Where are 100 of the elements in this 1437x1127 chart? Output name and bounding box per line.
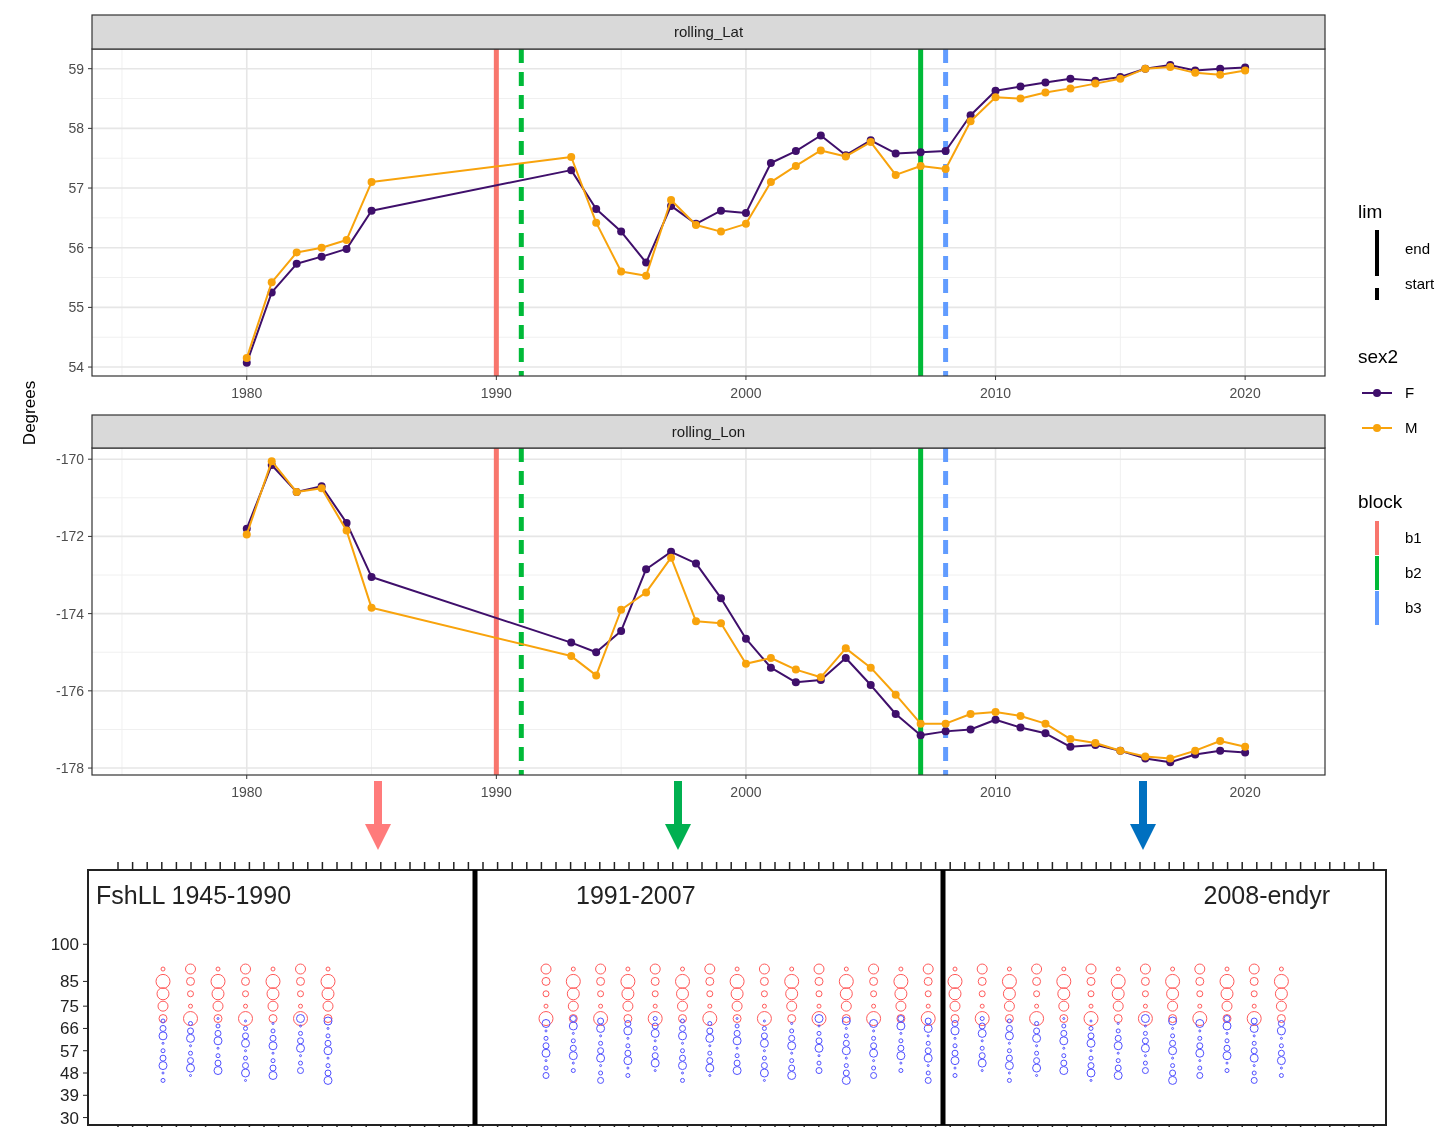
point (342, 518, 351, 527)
point (692, 617, 701, 626)
point (966, 725, 975, 734)
point (891, 710, 900, 718)
y-tick-label: 59 (68, 60, 85, 77)
point (1066, 74, 1075, 83)
point (1066, 735, 1075, 744)
text: 1991-2007 (576, 881, 696, 909)
text: 66 (60, 1019, 79, 1039)
point (741, 659, 750, 668)
x-tick-label: 1980 (231, 385, 263, 401)
point (592, 204, 601, 213)
point (1041, 729, 1050, 738)
point (841, 654, 850, 663)
y-tick-label: 57 (68, 180, 85, 197)
point (1016, 94, 1025, 103)
y-tick-label: 58 (68, 120, 85, 137)
point (667, 553, 676, 562)
point (367, 603, 376, 612)
x-tick-label: 2010 (979, 385, 1012, 401)
y-tick-label: -172 (55, 528, 85, 545)
point (791, 147, 800, 156)
point (716, 206, 725, 215)
legend-label: b1 (1405, 529, 1422, 546)
x-tick-label: 1980 (231, 784, 263, 800)
point (1016, 82, 1025, 91)
text: 100 (50, 935, 79, 955)
point (941, 164, 950, 173)
point (267, 278, 276, 287)
y-tick-label: -170 (55, 451, 85, 468)
legend-title: sex2 (1358, 346, 1399, 367)
point (342, 526, 351, 535)
point (567, 652, 576, 661)
point (941, 147, 950, 156)
legend-label: M (1405, 419, 1418, 436)
point (267, 457, 276, 466)
point (791, 678, 800, 687)
point (766, 178, 775, 187)
point (617, 267, 626, 276)
legend-label: b2 (1405, 564, 1422, 581)
y-tick-label: 55 (68, 299, 85, 316)
text: end (1405, 240, 1431, 257)
point (592, 218, 601, 227)
point (667, 195, 676, 204)
y-tick-label: 56 (68, 239, 85, 256)
point (941, 719, 950, 728)
point (642, 271, 651, 280)
point (816, 146, 825, 155)
point (766, 663, 775, 672)
point (292, 259, 301, 268)
point (1041, 78, 1050, 87)
point (342, 244, 351, 253)
point (741, 209, 750, 218)
x-tick-label: 2000 (730, 784, 762, 800)
point (716, 619, 725, 628)
point (692, 559, 701, 568)
point (242, 530, 251, 539)
point (1216, 737, 1225, 746)
text: 2008-endyr (1203, 881, 1330, 909)
point (642, 588, 651, 597)
point (916, 719, 925, 728)
point (916, 148, 925, 157)
point (916, 731, 925, 740)
point (317, 252, 326, 261)
point (367, 206, 376, 215)
point (1191, 746, 1200, 755)
y-axis-title: Degrees (20, 380, 39, 446)
point (791, 161, 800, 170)
text: 75 (60, 997, 79, 1017)
point (741, 634, 750, 643)
point (617, 605, 626, 614)
point (342, 235, 351, 244)
text: 85 (60, 972, 79, 992)
point (866, 663, 875, 672)
y-tick-label: -176 (55, 682, 85, 699)
text: 39 (60, 1086, 79, 1106)
point (716, 594, 725, 603)
text: 30 (60, 1108, 79, 1127)
x-tick-label: 2000 (730, 385, 762, 401)
point (941, 727, 950, 736)
point (741, 219, 750, 228)
chart-title: rolling_Lon (671, 422, 746, 440)
text: block (1358, 491, 1403, 512)
point (367, 178, 376, 187)
text: start (1405, 275, 1435, 292)
point (567, 638, 576, 647)
point (567, 166, 576, 175)
point (1041, 88, 1050, 97)
point (866, 681, 875, 690)
point (592, 648, 601, 657)
point (991, 715, 1000, 724)
y-tick-label: -178 (55, 760, 85, 777)
point (242, 354, 251, 363)
text: 48 (60, 1063, 79, 1083)
point (292, 248, 301, 257)
point (891, 690, 900, 699)
point (642, 258, 651, 267)
y-tick-label: 54 (68, 359, 85, 376)
x-tick-label: 2010 (979, 784, 1012, 800)
point (1241, 742, 1250, 751)
